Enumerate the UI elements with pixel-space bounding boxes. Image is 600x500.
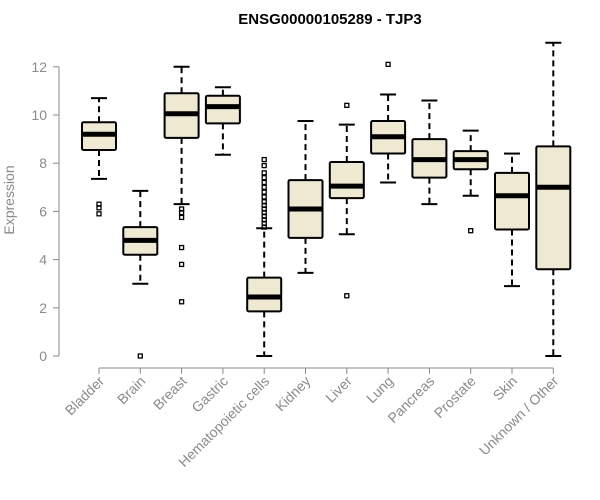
x-tick-label: Lung <box>363 373 396 406</box>
outlier-point <box>261 184 267 190</box>
x-tick-label: Breast <box>150 373 190 413</box>
y-tick-label: 0 <box>39 348 47 364</box>
y-tick-label: 4 <box>39 252 47 268</box>
outlier-point <box>178 209 185 216</box>
outlier-point <box>96 205 102 211</box>
y-axis-title: Expression <box>1 165 17 234</box>
x-tick-label: Brain <box>114 373 148 407</box>
outlier-point <box>261 199 267 205</box>
outlier-point <box>261 175 267 181</box>
box-skin <box>494 171 530 231</box>
outlier-point <box>261 179 267 186</box>
x-tick-label: Skin <box>490 373 521 404</box>
outlier-point <box>137 353 143 359</box>
chart-title: ENSG00000105289 - TJP3 <box>238 11 421 28</box>
outlier-point <box>261 189 267 195</box>
box-gastric <box>204 94 241 125</box>
y-tick-label: 10 <box>31 107 47 123</box>
outlier-point <box>385 61 391 68</box>
outlier-point <box>178 299 185 305</box>
y-tick-label: 2 <box>39 300 47 316</box>
x-tick-label: Prostate <box>431 373 479 421</box>
x-tick-label: Kidney <box>272 373 314 415</box>
outlier-point <box>468 228 474 234</box>
x-tick-label: Liver <box>322 373 355 406</box>
y-tick-label: 12 <box>31 59 47 75</box>
outlier-point <box>178 261 185 268</box>
outlier-point <box>344 293 350 299</box>
box-unknown-other <box>535 145 572 271</box>
y-tick-label: 6 <box>39 203 47 219</box>
outlier-point <box>261 194 267 200</box>
outlier-point <box>261 162 267 169</box>
outlier-point <box>96 211 102 217</box>
outlier-point <box>261 156 267 163</box>
outlier-point <box>178 244 185 251</box>
outlier-point <box>178 214 185 221</box>
box-liver <box>328 160 365 200</box>
x-tick-label: Bladder <box>62 373 108 419</box>
y-tick-label: 8 <box>39 155 47 171</box>
outlier-point <box>344 102 350 109</box>
outlier-point <box>261 170 267 176</box>
